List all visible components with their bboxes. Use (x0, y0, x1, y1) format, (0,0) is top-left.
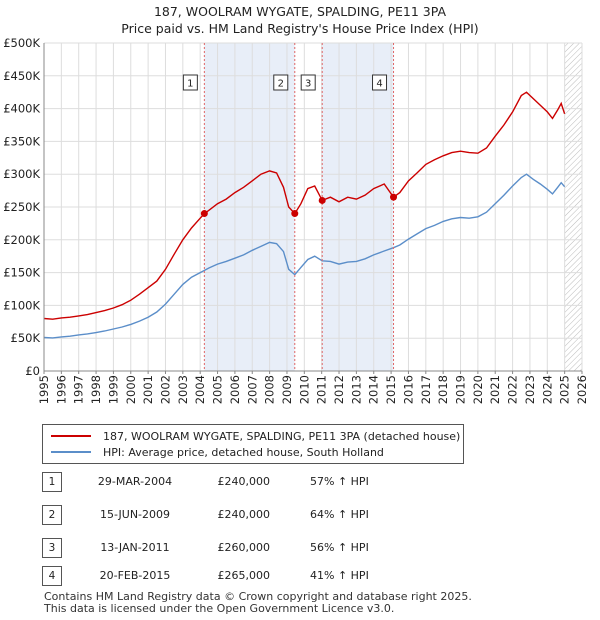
transaction-date: 20-FEB-2015 (99, 569, 171, 582)
y-tick-label: £450K (3, 69, 40, 83)
x-tick-label: 1995 (37, 375, 51, 404)
x-tick-label: 2009 (280, 375, 294, 404)
transaction-price: £265,000 (217, 569, 271, 582)
x-tick-label: 2013 (349, 375, 363, 404)
x-tick-label: 2016 (401, 375, 415, 404)
x-tick-label: 2020 (471, 375, 485, 404)
x-tick-label: 2010 (297, 375, 311, 404)
x-tick-label: 2005 (211, 375, 225, 404)
x-tick-label: 2015 (384, 375, 398, 404)
transaction-number: 3 (42, 538, 62, 558)
y-tick-label: £200K (3, 233, 40, 247)
sale-point (318, 196, 326, 204)
transaction-number: 4 (42, 566, 62, 586)
legend-item-hpi: HPI: Average price, detached house, Sout… (51, 444, 384, 460)
legend-label-hpi: HPI: Average price, detached house, Sout… (103, 445, 384, 459)
legend-label-property: 187, WOOLRAM WYGATE, SPALDING, PE11 3PA … (103, 429, 461, 443)
x-tick-label: 2024 (540, 375, 554, 404)
y-tick-label: £400K (3, 102, 40, 116)
sale-point (390, 193, 398, 201)
transaction-date: 15-JUN-2009 (99, 508, 171, 521)
x-tick-label: 2000 (124, 375, 138, 404)
transaction-hpi: 41% ↑ HPI (310, 569, 369, 582)
legend-item-property: 187, WOOLRAM WYGATE, SPALDING, PE11 3PA … (51, 428, 460, 444)
sale-number-box (372, 74, 388, 91)
x-tick-label: 2007 (245, 375, 259, 404)
sale-number-label: 4 (376, 79, 382, 90)
x-tick-label: 2023 (523, 375, 537, 404)
legend-swatch-red (51, 435, 91, 437)
table-row: 2 15-JUN-2009 £240,000 64% ↑ HPI (0, 505, 600, 525)
x-tick-label: 2001 (141, 375, 155, 404)
transaction-date: 29-MAR-2004 (97, 475, 173, 488)
legend-swatch-blue (51, 451, 91, 453)
series-line-property (43, 91, 566, 320)
sale-number-box (182, 74, 198, 91)
y-tick-label: £300K (3, 167, 40, 181)
transaction-price: £240,000 (217, 508, 271, 521)
y-tick-label: £0 (25, 364, 40, 378)
sale-number-label: 1 (187, 79, 193, 90)
transaction-price: £240,000 (217, 475, 271, 488)
x-tick-label: 2018 (436, 375, 450, 404)
x-tick-label: 2022 (506, 375, 520, 404)
chart-title-line-2: Price paid vs. HM Land Registry's House … (121, 21, 479, 36)
x-tick-label: 2026 (575, 375, 589, 404)
table-row: 3 13-JAN-2011 £260,000 56% ↑ HPI (0, 538, 600, 558)
footer-licence: This data is licensed under the Open Gov… (44, 602, 395, 615)
transaction-number: 2 (42, 505, 62, 525)
x-tick-label: 2006 (228, 375, 242, 404)
chart-legend: 187, WOOLRAM WYGATE, SPALDING, PE11 3PA … (42, 424, 464, 464)
x-tick-label: 2014 (367, 375, 381, 404)
footer-copyright: Contains HM Land Registry data © Crown c… (44, 590, 472, 603)
x-tick-label: 2012 (332, 375, 346, 404)
x-tick-label: 1997 (72, 375, 86, 404)
sale-number-box (273, 74, 289, 91)
y-tick-label: £500K (3, 36, 40, 50)
x-tick-label: 2003 (176, 375, 190, 404)
x-tick-label: 2017 (419, 375, 433, 404)
x-tick-label: 2004 (193, 375, 207, 404)
table-row: 4 20-FEB-2015 £265,000 41% ↑ HPI (0, 566, 600, 586)
x-tick-label: 2011 (315, 375, 329, 404)
price-chart: 1 2 3 4 £0 £50K £100K £150K £200K £250K £300K £350… (3, 36, 589, 404)
sale-number-label: 2 (278, 79, 284, 90)
y-tick-label: £100K (3, 298, 40, 312)
series-line-hpi (43, 173, 566, 339)
transaction-hpi: 57% ↑ HPI (310, 475, 369, 488)
x-tick-label: 2025 (558, 375, 572, 404)
y-tick-label: £150K (3, 266, 40, 280)
transaction-date: 13-JAN-2011 (100, 541, 170, 554)
transaction-hpi: 56% ↑ HPI (310, 541, 369, 554)
transaction-number: 1 (42, 472, 62, 492)
x-tick-label: 2002 (158, 375, 172, 404)
x-tick-label: 2008 (263, 375, 277, 404)
sale-number-box (300, 74, 316, 91)
transaction-price: £260,000 (217, 541, 271, 554)
sale-point (291, 210, 299, 218)
y-tick-label: £350K (3, 134, 40, 148)
y-tick-label: £250K (3, 200, 40, 214)
chart-title-line-1: 187, WOOLRAM WYGATE, SPALDING, PE11 3PA (153, 4, 447, 19)
x-tick-label: 1998 (89, 375, 103, 404)
transaction-hpi: 64% ↑ HPI (310, 508, 369, 521)
sale-point (200, 210, 208, 218)
x-tick-label: 1996 (54, 375, 68, 404)
x-tick-label: 2019 (454, 375, 468, 404)
x-tick-label: 1999 (106, 375, 120, 404)
table-row: 1 29-MAR-2004 £240,000 57% ↑ HPI (0, 472, 600, 492)
x-tick-label: 2021 (488, 375, 502, 404)
sale-number-label: 3 (305, 79, 311, 90)
y-tick-label: £50K (11, 331, 41, 345)
